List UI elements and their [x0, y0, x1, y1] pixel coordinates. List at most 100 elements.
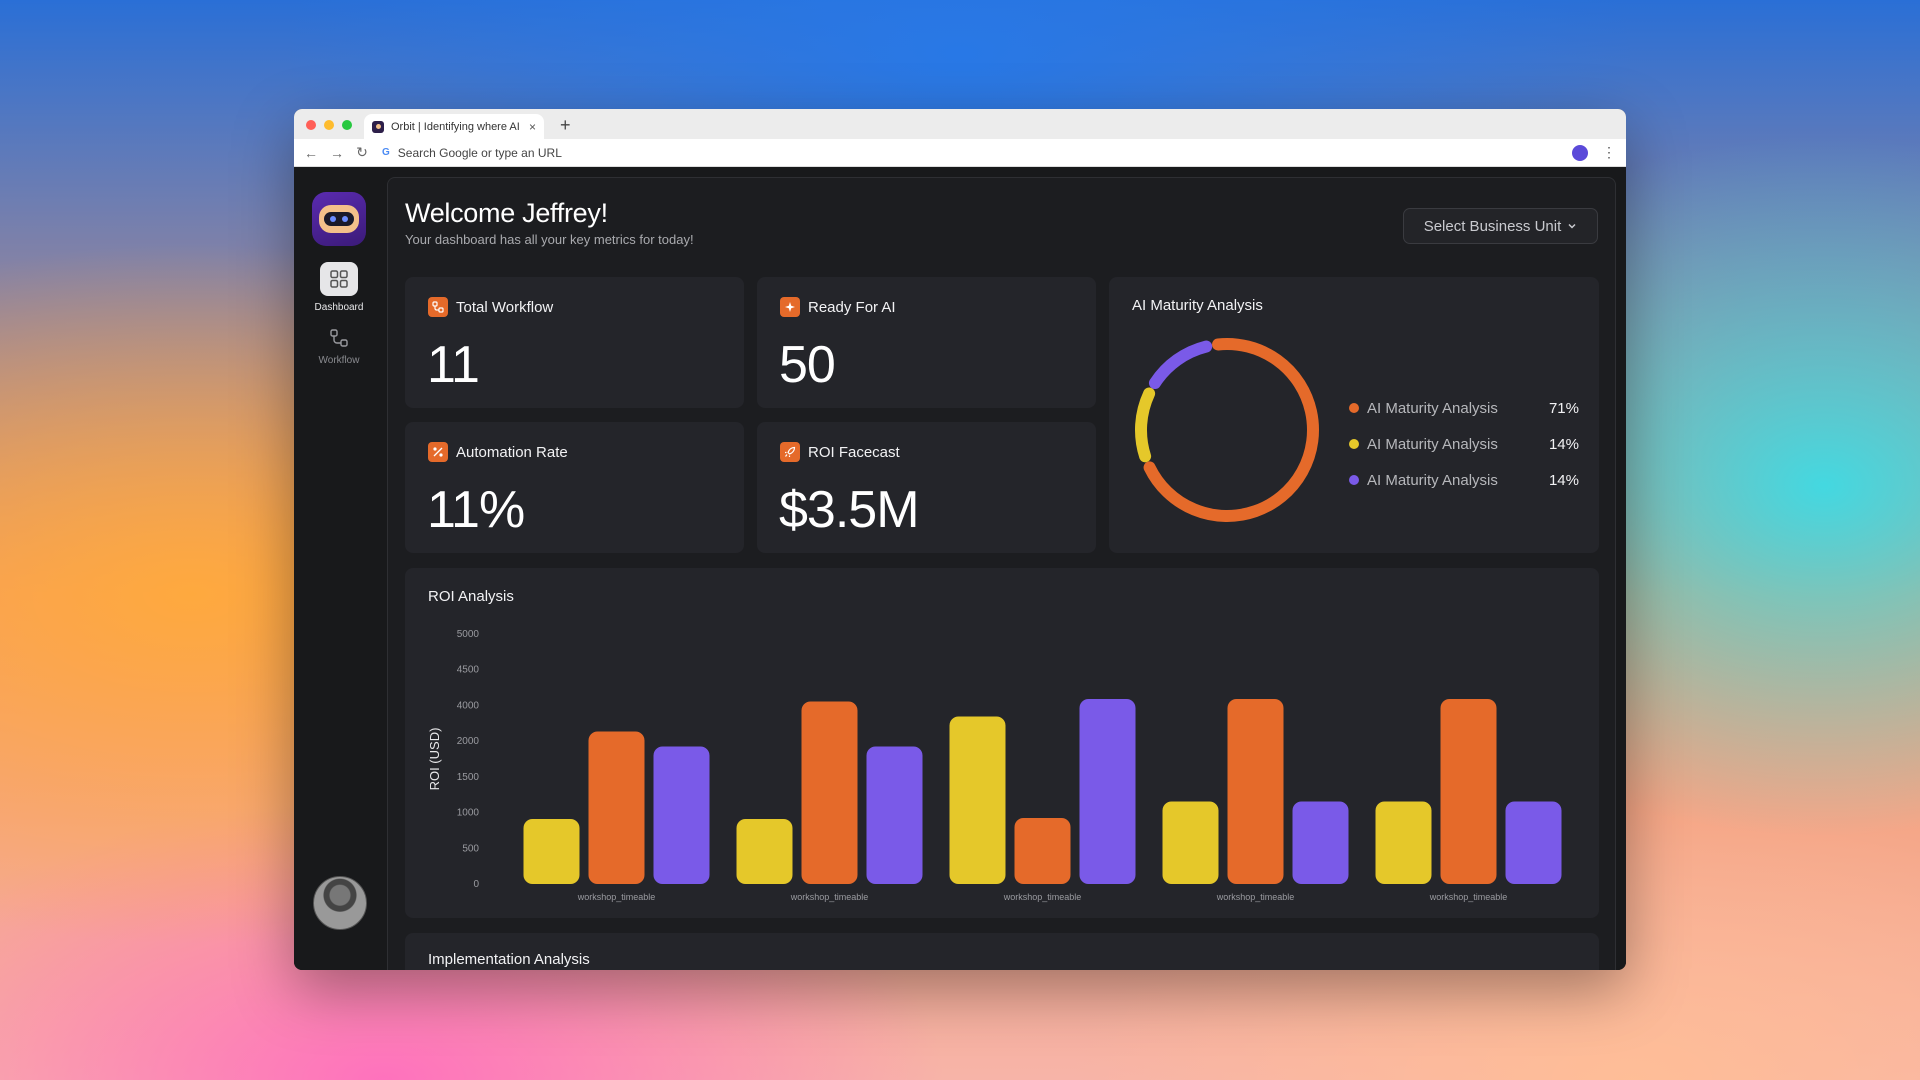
roi-bar [523, 819, 580, 884]
forward-icon[interactable]: → [330, 144, 344, 161]
metric-value: 11% [427, 481, 525, 539]
roi-bar [801, 701, 858, 884]
ai-maturity-donut [1135, 338, 1319, 522]
x-tick-label: workshop_timeable [577, 892, 656, 902]
y-tick-label: 0 [473, 879, 479, 890]
y-tick-label: 1500 [457, 772, 480, 783]
dashboard-main: Welcome Jeffrey! Your dashboard has all … [387, 177, 1616, 970]
legend-label: AI Maturity Analysis [1367, 399, 1498, 417]
donut-slice [1148, 340, 1213, 390]
page-title: Welcome Jeffrey! [405, 198, 608, 228]
roi-bar [1505, 801, 1562, 884]
browser-tab-bar: Orbit | Identifying where AI ca... × + [294, 109, 1626, 139]
legend-dot-orange [1349, 403, 1359, 413]
metric-card-roi-facecast: ROI Facecast $3.5M [757, 422, 1096, 553]
url-input[interactable]: G Search Google or type an URL [382, 142, 1558, 164]
browser-menu-icon[interactable]: ⋮ [1602, 144, 1616, 160]
implementation-analysis-title: Implementation Analysis [428, 951, 590, 968]
legend-dot-yellow [1349, 439, 1359, 449]
roi-analysis-card: ROI Analysis 5000 4500 4000 2000 1500 1000 500… [405, 568, 1599, 918]
legend-label: AI Maturity Analysis [1367, 435, 1498, 453]
browser-tab[interactable]: Orbit | Identifying where AI ca... × [364, 114, 544, 139]
business-unit-select[interactable]: Select Business Unit [1403, 208, 1598, 244]
profile-icon[interactable] [1572, 144, 1588, 161]
metric-label: ROI Facecast [808, 443, 900, 461]
y-tick-label: 4000 [457, 700, 480, 711]
donut-slice [1135, 387, 1156, 463]
y-tick-label: 2000 [457, 736, 480, 747]
roi-bar [653, 746, 710, 884]
legend-percent: 14% [1548, 471, 1579, 489]
reload-icon[interactable]: ↻ [356, 144, 368, 160]
metric-label: Automation Rate [456, 443, 568, 461]
x-tick-label: workshop_timeable [1429, 892, 1508, 902]
google-icon: G [382, 147, 390, 158]
y-tick-label: 1000 [457, 808, 480, 819]
roi-bar [1292, 801, 1349, 884]
grid-icon [320, 262, 358, 296]
sidebar-item-workflow[interactable]: Workflow [294, 327, 384, 366]
roi-bar [1014, 818, 1071, 884]
ai-maturity-legend: AI Maturity Analysis 71% AI Maturity Anal… [1349, 390, 1579, 498]
metric-value: $3.5M [779, 481, 920, 539]
x-tick-label: workshop_timeable [1003, 892, 1082, 902]
sidebar: Dashboard Workflow [294, 167, 384, 970]
legend-percent: 14% [1548, 435, 1579, 453]
legend-label: AI Maturity Analysis [1367, 471, 1498, 489]
metric-card-total-workflow: Total Workflow 11 [405, 277, 744, 408]
user-avatar[interactable] [313, 876, 367, 930]
browser-window: Orbit | Identifying where AI ca... × + ←… [294, 109, 1626, 970]
sidebar-item-label: Dashboard [314, 302, 364, 313]
legend-dot-purple [1349, 475, 1359, 485]
address-bar: ← → ↻ G Search Google or type an URL ⋮ [294, 139, 1626, 167]
roi-bar [1375, 801, 1432, 884]
roi-bar [1440, 699, 1497, 884]
url-placeholder: Search Google or type an URL [397, 145, 562, 160]
implementation-analysis-card: Implementation Analysis [405, 933, 1599, 970]
robot-icon [319, 205, 359, 233]
orbit-favicon-icon [372, 120, 384, 133]
chevron-down-icon [1568, 223, 1576, 229]
legend-item: AI Maturity Analysis 14% [1349, 462, 1579, 498]
y-tick-label: 500 [462, 843, 479, 854]
welcome-header: Welcome Jeffrey! Your dashboard has all … [405, 198, 694, 247]
minimize-window-button[interactable] [324, 120, 334, 130]
page-subtitle: Your dashboard has all your key metrics … [405, 232, 694, 247]
workflow-icon [428, 297, 448, 317]
legend-item: AI Maturity Analysis 71% [1349, 390, 1579, 426]
rocket-icon [780, 442, 800, 462]
roi-analysis-title: ROI Analysis [428, 588, 514, 605]
business-unit-select-label: Select Business Unit [1423, 217, 1562, 235]
roi-bar [1162, 801, 1219, 884]
roi-bar [736, 819, 793, 884]
percent-icon [428, 442, 448, 462]
roi-bar [866, 746, 923, 884]
y-tick-label: 4500 [457, 665, 480, 676]
workflow-icon [320, 327, 358, 349]
sidebar-item-dashboard[interactable]: Dashboard [294, 262, 384, 313]
x-tick-label: workshop_timeable [1216, 892, 1295, 902]
y-axis-label: ROI (USD) [427, 728, 442, 791]
back-icon[interactable]: ← [304, 144, 318, 161]
roi-bar [1227, 699, 1284, 884]
donut-slice [1143, 338, 1319, 522]
app: Dashboard Workflow Welcome Jeffrey! Your… [294, 167, 1626, 970]
maximize-window-button[interactable] [342, 120, 352, 130]
sidebar-item-label: Workflow [318, 355, 360, 366]
close-window-button[interactable] [306, 120, 316, 130]
tab-close-icon[interactable]: × [528, 119, 536, 134]
window-controls [306, 120, 352, 130]
roi-bar [588, 731, 645, 884]
metric-value: 50 [779, 336, 836, 394]
metric-label: Ready For AI [808, 298, 896, 316]
ai-maturity-title: AI Maturity Analysis [1132, 297, 1263, 314]
y-tick-label: 5000 [457, 629, 480, 640]
tab-title: Orbit | Identifying where AI ca... [391, 120, 522, 133]
roi-bar [1079, 699, 1136, 884]
metric-value: 11 [427, 336, 480, 394]
orbit-logo[interactable] [312, 192, 366, 246]
new-tab-button[interactable]: + [560, 115, 571, 135]
metric-label: Total Workflow [456, 298, 554, 316]
legend-item: AI Maturity Analysis 14% [1349, 426, 1579, 462]
